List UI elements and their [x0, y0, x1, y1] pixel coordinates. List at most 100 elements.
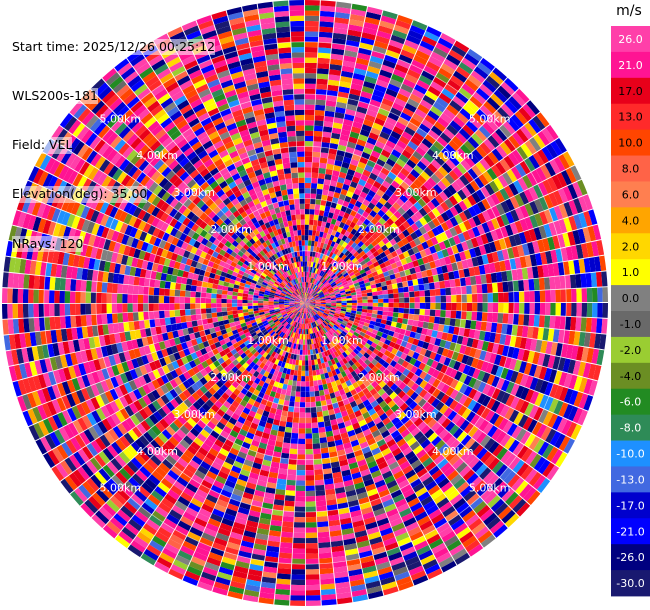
velocity-gate — [454, 318, 461, 328]
velocity-gate — [297, 375, 302, 382]
velocity-gate — [362, 296, 368, 300]
velocity-gate — [419, 296, 426, 303]
velocity-gate — [404, 39, 419, 50]
velocity-gate — [287, 379, 293, 386]
velocity-gate — [311, 167, 319, 174]
velocity-gate — [508, 135, 521, 149]
velocity-gate — [343, 283, 349, 288]
velocity-gate — [312, 443, 321, 450]
velocity-gate — [305, 301, 311, 303]
velocity-gate — [365, 250, 373, 257]
velocity-gate — [318, 541, 331, 549]
velocity-gate — [415, 188, 426, 198]
velocity-gate — [510, 114, 524, 129]
velocity-gate — [456, 303, 462, 311]
velocity-gate — [316, 78, 328, 85]
velocity-gate — [356, 291, 362, 295]
velocity-gate — [528, 314, 535, 327]
velocity-gate — [413, 178, 423, 189]
velocity-gate — [481, 283, 488, 294]
velocity-gate — [529, 254, 538, 267]
velocity-gate — [298, 428, 305, 434]
velocity-gate — [464, 53, 480, 66]
velocity-gate — [305, 469, 315, 476]
velocity-gate — [390, 222, 399, 231]
velocity-gate — [526, 267, 534, 279]
velocity-gate — [307, 293, 311, 299]
velocity-gate — [526, 326, 534, 339]
velocity-gate — [307, 287, 310, 294]
velocity-gate — [330, 202, 337, 209]
velocity-gate — [360, 286, 367, 291]
velocity-gate — [586, 303, 593, 318]
velocity-gate — [351, 303, 358, 306]
velocity-gate — [409, 25, 426, 36]
velocity-gate — [314, 115, 325, 122]
velocity-gate — [513, 233, 522, 246]
velocity-gate — [305, 299, 310, 303]
velocity-gate — [309, 299, 316, 302]
velocity-gate — [277, 568, 292, 575]
velocity-gate — [519, 218, 529, 232]
velocity-gate — [508, 182, 519, 196]
velocity-gate — [285, 484, 296, 491]
velocity-gate — [388, 307, 394, 313]
velocity-gate — [376, 247, 384, 255]
velocity-gate — [332, 32, 347, 40]
velocity-gate — [327, 190, 335, 197]
velocity-gate — [412, 192, 422, 202]
velocity-gate — [301, 360, 305, 366]
velocity-gate — [539, 211, 549, 225]
velocity-gate — [323, 468, 332, 475]
velocity-gate — [417, 278, 424, 285]
velocity-gate — [329, 291, 335, 295]
velocity-gate — [492, 303, 499, 313]
velocity-gate — [518, 314, 525, 326]
velocity-gate — [385, 88, 398, 98]
velocity-gate — [335, 12, 350, 20]
velocity-gate — [398, 292, 405, 298]
velocity-gate — [305, 57, 318, 63]
velocity-gate — [409, 182, 420, 192]
velocity-gate — [419, 40, 435, 52]
velocity-gate — [486, 283, 493, 293]
velocity-gate — [415, 127, 428, 138]
velocity-gate — [347, 214, 355, 222]
velocity-gate — [407, 140, 419, 151]
velocity-gate — [296, 469, 305, 476]
velocity-gate — [305, 563, 319, 570]
velocity-gate — [319, 26, 334, 33]
velocity-gate — [592, 224, 602, 241]
velocity-gate — [448, 49, 464, 62]
velocity-gate — [380, 167, 390, 176]
velocity-gate — [335, 280, 342, 285]
velocity-gate — [392, 267, 400, 274]
velocity-gate — [402, 107, 415, 118]
velocity-gate — [366, 309, 373, 314]
velocity-gate — [443, 128, 455, 140]
velocity-gate — [485, 195, 496, 208]
velocity-gate — [327, 228, 333, 235]
velocity-gate — [325, 305, 331, 308]
velocity-gate — [518, 303, 525, 314]
velocity-gate — [389, 214, 398, 223]
velocity-gate — [321, 254, 327, 260]
velocity-gate — [349, 131, 360, 139]
velocity-gate — [436, 266, 443, 275]
velocity-gate — [353, 260, 360, 266]
velocity-gate — [459, 277, 467, 287]
velocity-gate — [288, 374, 294, 381]
velocity-gate — [456, 112, 469, 124]
velocity-gate — [393, 298, 400, 303]
velocity-gate — [305, 443, 313, 450]
velocity-gate — [483, 155, 495, 168]
velocity-gate — [375, 201, 384, 210]
velocity-gate — [305, 26, 319, 32]
velocity-gate — [327, 239, 333, 246]
velocity-gate — [314, 235, 319, 242]
velocity-gate — [570, 316, 577, 331]
velocity-gate — [475, 321, 482, 331]
velocity-gate — [298, 360, 302, 366]
velocity-gate — [423, 181, 433, 191]
velocity-gate — [540, 251, 548, 265]
